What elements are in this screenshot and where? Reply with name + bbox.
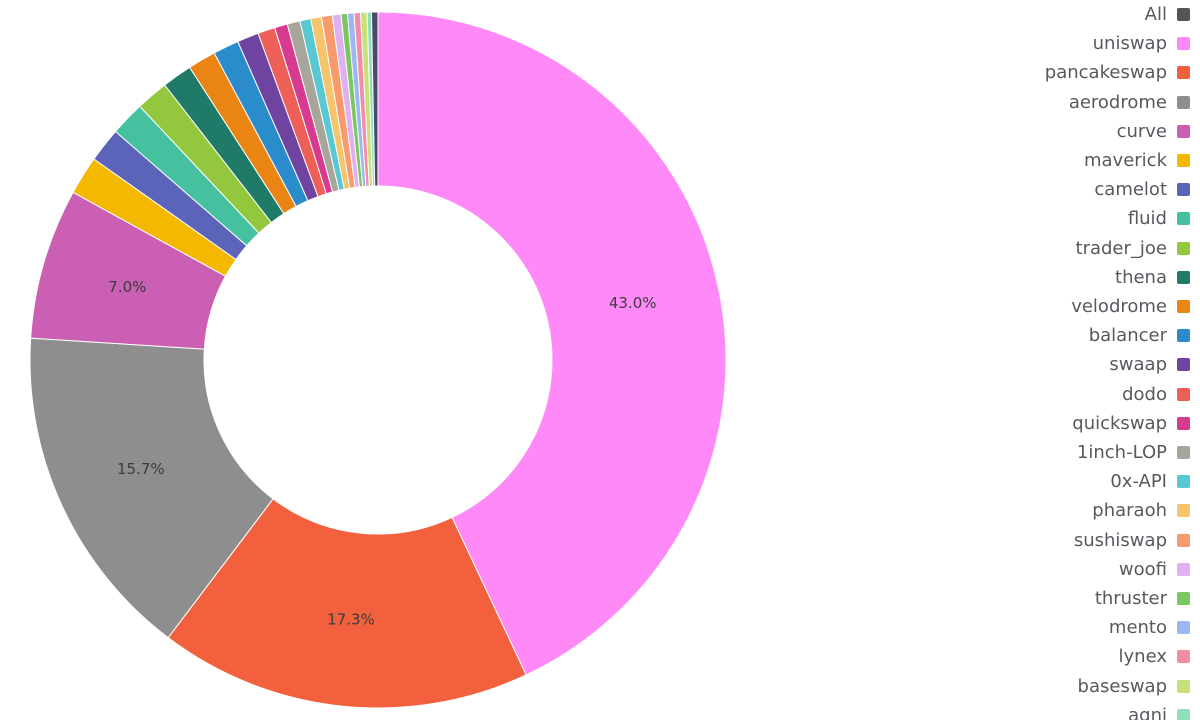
legend-swatch [1177, 66, 1190, 80]
legend-label: velodrome [1071, 296, 1167, 317]
legend-swatch [1177, 708, 1190, 720]
legend-label: uniswap [1092, 33, 1167, 55]
legend-item-curve[interactable]: curve [1117, 117, 1190, 146]
legend-swatch [1177, 387, 1190, 401]
legend-item-trader_joe[interactable]: trader_joe [1076, 234, 1190, 263]
legend-item-thena[interactable]: thena [1115, 263, 1190, 292]
legend-label: dodo [1122, 383, 1167, 405]
legend-label: balancer [1088, 325, 1167, 347]
legend-item-velodrome[interactable]: velodrome [1071, 292, 1190, 321]
legend-swatch [1177, 416, 1190, 430]
legend-swatch [1177, 329, 1190, 343]
slice-other[interactable] [370, 11, 379, 187]
legend-label: pancakeswap [1044, 62, 1167, 84]
legend-swatch [1177, 592, 1190, 605]
slice-pancakeswap[interactable] [167, 498, 527, 709]
legend-item-lynex[interactable]: lynex [1119, 642, 1190, 671]
legend-swatch [1177, 358, 1190, 372]
legend-label: thruster [1094, 588, 1167, 609]
legend-item-pancakeswap[interactable]: pancakeswap [1045, 58, 1190, 87]
legend-item-quickswap[interactable]: quickswap [1072, 409, 1190, 438]
slice-label-aerodrome: 15.7% [117, 460, 165, 478]
legend-label: camelot [1094, 179, 1167, 201]
legend-swatch [1177, 183, 1190, 197]
slice-label-pancakeswap: 17.3% [327, 611, 375, 629]
legend-label: quickswap [1072, 412, 1167, 434]
legend-label: All [1144, 4, 1167, 25]
legend-label: aerodrome [1068, 91, 1167, 113]
legend-swatch [1177, 95, 1190, 109]
legend-swatch [1177, 300, 1190, 313]
legend-item-baseswap[interactable]: baseswap [1078, 672, 1190, 701]
legend-item-1inch-LOP[interactable]: 1inch-LOP [1077, 438, 1190, 467]
legend-item-agni[interactable]: agni [1128, 701, 1190, 720]
legend-item-thruster[interactable]: thruster [1095, 584, 1190, 613]
legend-label: sushiswap [1073, 529, 1167, 551]
legend-item-balancer[interactable]: balancer [1089, 321, 1190, 350]
legend-label: fluid [1127, 208, 1167, 230]
legend-swatch [1177, 650, 1190, 664]
legend-swatch [1177, 154, 1190, 167]
legend-swatch [1177, 124, 1190, 138]
legend-swatch [1177, 212, 1190, 226]
legend-label: 1inch-LOP [1076, 442, 1167, 463]
legend: All uniswap pancakeswap aerodrome curve maver… [980, 0, 1200, 720]
legend-label: agni [1128, 704, 1167, 720]
legend-swatch [1177, 504, 1190, 518]
legend-label: thena [1115, 266, 1167, 288]
legend-item-woofi[interactable]: woofi [1119, 555, 1190, 584]
legend-label: 0x-API [1110, 471, 1167, 493]
legend-item-dodo[interactable]: dodo [1122, 380, 1190, 409]
donut-svg: 43.0% 17.3% 15.7% 7.0% [29, 11, 727, 709]
legend-swatch [1177, 533, 1190, 547]
legend-item-All[interactable]: All [1145, 0, 1190, 29]
legend-label: mento [1108, 617, 1167, 639]
legend-swatch [1177, 446, 1190, 459]
legend-swatch [1177, 270, 1190, 284]
legend-item-pharaoh[interactable]: pharaoh [1092, 496, 1190, 525]
legend-item-uniswap[interactable]: uniswap [1093, 29, 1190, 58]
legend-item-0x-API[interactable]: 0x-API [1110, 467, 1190, 496]
legend-swatch [1177, 241, 1190, 255]
legend-item-fluid[interactable]: fluid [1128, 204, 1190, 233]
slice-uniswap[interactable] [377, 11, 727, 676]
legend-label: pharaoh [1092, 500, 1167, 522]
legend-swatch [1177, 475, 1190, 489]
slice-label-curve: 7.0% [108, 278, 146, 296]
legend-label: woofi [1118, 558, 1167, 580]
legend-swatch [1177, 562, 1190, 576]
legend-swatch [1177, 621, 1190, 635]
legend-label: maverick [1083, 150, 1167, 171]
legend-label: swaap [1109, 354, 1167, 376]
legend-item-sushiswap[interactable]: sushiswap [1074, 526, 1190, 555]
legend-swatch [1177, 679, 1190, 693]
legend-swatch [1177, 8, 1190, 21]
legend-swatch [1177, 37, 1190, 51]
legend-label: curve [1116, 120, 1167, 142]
legend-item-aerodrome[interactable]: aerodrome [1069, 88, 1190, 117]
legend-label: baseswap [1077, 675, 1167, 697]
legend-item-maverick[interactable]: maverick [1084, 146, 1190, 175]
legend-item-mento[interactable]: mento [1109, 613, 1190, 642]
legend-item-camelot[interactable]: camelot [1094, 175, 1190, 204]
slice-label-uniswap: 43.0% [609, 294, 657, 312]
legend-item-swaap[interactable]: swaap [1109, 350, 1190, 379]
slice-aerodrome[interactable] [29, 337, 274, 639]
legend-label: lynex [1118, 646, 1167, 668]
legend-label: trader_joe [1075, 237, 1167, 259]
